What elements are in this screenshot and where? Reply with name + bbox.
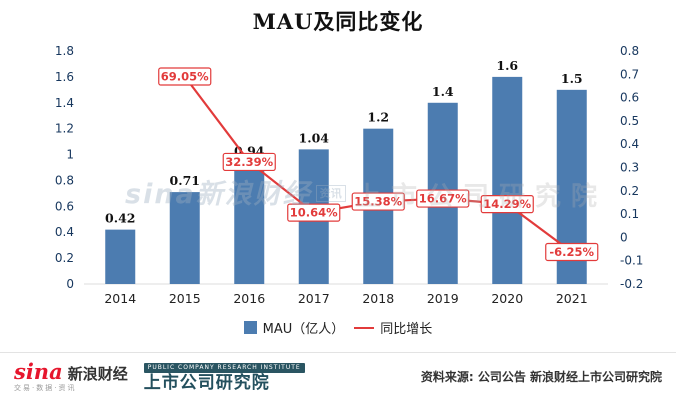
bar-value-label: 1.2: [367, 110, 389, 125]
left-axis-tick: 0.2: [55, 251, 74, 265]
right-axis-tick: -0.2: [620, 277, 643, 291]
growth-label-box: [351, 192, 405, 211]
growth-label: -6.25%: [549, 245, 594, 259]
bar-swatch-icon: [243, 321, 257, 334]
growth-label-box: [158, 67, 212, 86]
sina-cn-name: 新浪财经: [67, 365, 128, 383]
left-axis-tick: 0.4: [55, 225, 74, 239]
mau-bar: [492, 76, 523, 284]
growth-label: 14.29%: [483, 197, 531, 211]
sina-logo-row: sina 新浪财经: [14, 361, 128, 382]
right-axis-tick: 0.1: [620, 207, 639, 221]
bar-value-label: 1.4: [432, 84, 454, 99]
growth-label: 69.05%: [161, 70, 209, 84]
data-source-text: 资料来源: 公司公告 新浪财经上市公司研究院: [420, 370, 662, 384]
x-axis-label: 2016: [233, 291, 265, 306]
left-axis-tick: 1.6: [55, 70, 74, 84]
left-axis-tick: 1.4: [55, 96, 74, 110]
left-axis-tick: 1.8: [55, 44, 74, 58]
growth-label: 32.39%: [225, 155, 273, 169]
left-axis-tick: 1: [66, 148, 74, 162]
chart-title: MAU及同比变化: [252, 9, 424, 34]
left-axis-tick: 0.8: [55, 173, 74, 187]
growth-label-box: [416, 189, 470, 208]
mau-bar: [105, 229, 136, 284]
growth-label-box: [287, 203, 341, 222]
left-axis-tick: 0: [66, 277, 74, 291]
bar-value-label: 1.6: [496, 58, 518, 73]
legend-label-growth: 同比增长: [380, 322, 433, 337]
x-axis-label: 2019: [427, 291, 459, 306]
x-axis-label: 2020: [491, 291, 523, 306]
right-axis-tick: 0.8: [620, 44, 639, 58]
right-axis-tick: -0.1: [620, 254, 643, 268]
mau-bar: [169, 192, 200, 284]
x-axis-label: 2017: [298, 291, 330, 306]
right-axis-tick: 0.3: [620, 161, 639, 175]
sina-tagline: 交易·数据·资讯: [14, 384, 77, 392]
line-swatch-icon: [354, 326, 375, 329]
right-axis-tick: 0.4: [620, 137, 639, 151]
bar-value-label: 1.5: [561, 71, 583, 86]
bar-value-label: 0.71: [170, 173, 200, 188]
institute-subtitle: PUBLIC COMPANY RESEARCH INSTITUTE: [143, 363, 305, 373]
legend-label-mau: MAU（亿人）: [262, 322, 345, 337]
institute-name: 上市公司研究院: [143, 373, 270, 393]
growth-label: 16.67%: [419, 192, 467, 206]
growth-label-box: [545, 242, 599, 262]
right-axis-tick: 0.7: [620, 67, 639, 81]
growth-label-box: [222, 152, 276, 172]
legend-item-growth: 同比增长: [354, 318, 432, 337]
right-axis-tick: 0.6: [620, 91, 639, 105]
bar-value-label: 1.04: [299, 130, 330, 145]
x-axis-label: 2014: [104, 291, 136, 306]
sina-wordmark: sina: [14, 359, 63, 384]
mau-chart: 0 0.2 0.4 0.6 0.8 1 1.2 1.4 1.6 1.8 -0.2 -0.1 0 0.1 0.…: [55, 44, 644, 306]
right-axis-tick: 0.5: [620, 114, 639, 128]
growth-label: 10.64%: [290, 206, 338, 220]
growth-label-box: [480, 195, 534, 214]
sina-finance-logo: sina 新浪财经 交易·数据·资讯: [14, 361, 128, 392]
x-axis-label: 2015: [169, 291, 201, 306]
bar-value-label: 0.42: [105, 211, 135, 226]
right-axis-tick: 0: [620, 230, 628, 244]
legend-item-mau: MAU（亿人）: [243, 318, 345, 337]
x-axis-label: 2021: [556, 291, 588, 306]
growth-label: 15.38%: [354, 195, 402, 209]
chart-legend: MAU（亿人） 同比增长: [0, 318, 676, 337]
right-axis-tick: 0.2: [620, 184, 639, 198]
footer: sina 新浪财经 交易·数据·资讯 PUBLIC COMPANY RESEAR…: [0, 352, 676, 400]
left-axis-tick: 0.6: [55, 199, 74, 213]
mau-bar: [234, 162, 265, 284]
institute-logo: PUBLIC COMPANY RESEARCH INSTITUTE 上市公司研究…: [143, 363, 305, 393]
left-axis-tick: 1.2: [55, 122, 74, 136]
footer-logos: sina 新浪财经 交易·数据·资讯 PUBLIC COMPANY RESEAR…: [14, 361, 305, 392]
x-axis-label: 2018: [362, 291, 394, 306]
